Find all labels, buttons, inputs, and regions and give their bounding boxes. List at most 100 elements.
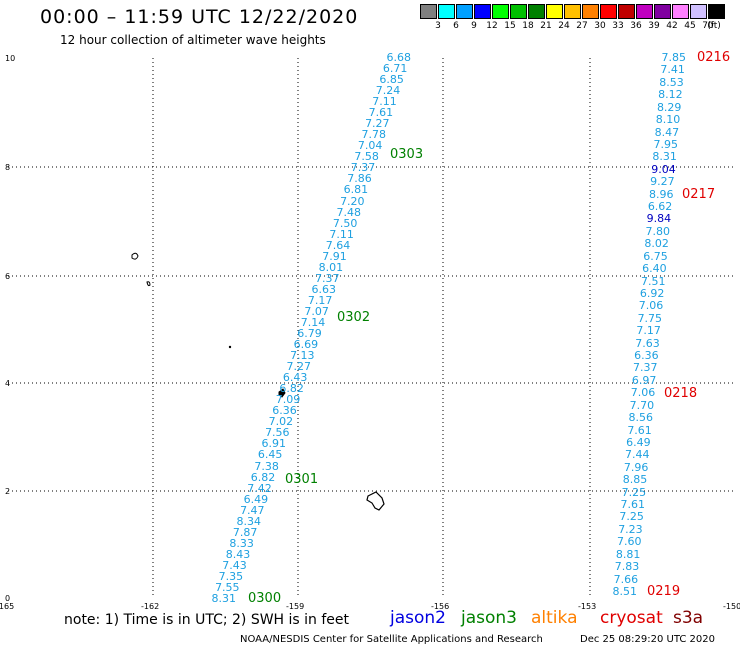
- wave-height-value: 6.92: [639, 286, 665, 300]
- satellite-name: s3a: [673, 608, 704, 628]
- legend-label: 6: [453, 21, 459, 31]
- y-tick-label: 2: [5, 487, 11, 496]
- wave-height-value: 7.17: [307, 293, 333, 307]
- wave-height-value: 7.44: [625, 448, 650, 462]
- wave-height-value: 6.91: [261, 437, 287, 451]
- legend-label: 12: [486, 21, 498, 31]
- footer-timestamp: Dec 25 08:29:20 UTC 2020: [580, 634, 715, 645]
- legend-swatch: [672, 4, 689, 19]
- wave-height-value: 7.37: [633, 361, 658, 375]
- wave-height-value: 7.60: [617, 535, 642, 549]
- legend-swatch: [474, 4, 491, 19]
- wave-height-value: 8.96: [648, 187, 674, 201]
- y-tick-label: 4: [5, 379, 11, 388]
- wave-height-value: 7.23: [618, 522, 643, 536]
- wave-height-value: 7.35: [218, 569, 244, 583]
- wave-height-value: 7.51: [640, 274, 666, 288]
- wave-height-value: 9.27: [650, 175, 675, 189]
- wave-height-value: 9.84: [646, 212, 672, 226]
- y-tick-label: 6: [5, 272, 11, 281]
- wave-height-value: 7.25: [619, 510, 644, 524]
- wave-height-value: 7.14: [300, 315, 326, 329]
- pass-label: 0301: [285, 472, 319, 487]
- legend-label: 39: [648, 21, 660, 31]
- legend-label: 70: [702, 21, 714, 31]
- wave-height-value: 7.80: [645, 224, 671, 238]
- legend-swatch: [510, 4, 527, 19]
- wave-height-value: 6.82: [279, 382, 304, 396]
- pass-label: 0300: [248, 591, 282, 606]
- wave-height-value: 7.27: [286, 360, 312, 374]
- island-small: [228, 345, 232, 349]
- satellite-name: altika: [531, 608, 578, 628]
- map-title: 00:00 – 11:59 UTC 12/22/2020: [40, 6, 359, 28]
- legend-label: 3: [435, 21, 441, 31]
- island-molokai: [278, 388, 286, 398]
- wave-height-value: 6.68: [386, 51, 412, 64]
- wave-height-value: 8.34: [236, 514, 262, 528]
- legend-swatch: [636, 4, 653, 19]
- wave-height-value: 7.78: [361, 128, 387, 142]
- legend-swatch: [492, 4, 509, 19]
- wave-height-value: 7.63: [635, 336, 660, 350]
- legend-label: 9: [471, 21, 477, 31]
- wave-height-value: 7.61: [627, 423, 652, 437]
- wave-height-value: 8.33: [229, 536, 254, 550]
- wave-height-value: 7.41: [660, 63, 685, 77]
- x-tick-label: -156: [431, 602, 450, 611]
- wave-height-value: 8.43: [225, 547, 251, 561]
- wave-height-value: 7.48: [336, 205, 362, 219]
- wave-height-value: 8.31: [652, 150, 677, 164]
- island-kauai: [131, 252, 139, 260]
- pass-label: 0216: [697, 50, 731, 65]
- pass-label: 0303: [390, 147, 424, 162]
- legend-label: 42: [666, 21, 678, 31]
- wave-height-value: 6.49: [626, 435, 651, 449]
- wave-height-value: 7.06: [630, 386, 656, 400]
- y-tick-label: 10: [5, 54, 16, 63]
- wave-height-value: 7.38: [254, 459, 279, 473]
- wave-height-value: 8.85: [622, 473, 648, 487]
- y-tick-label: 0: [5, 594, 11, 603]
- wave-height-value: 6.36: [272, 404, 297, 418]
- legend-label: 18: [522, 21, 534, 31]
- x-tick-label: -165: [0, 602, 15, 611]
- wave-height-value: 7.42: [247, 481, 272, 495]
- wave-height-value: 6.79: [297, 327, 322, 341]
- wave-height-value: 7.07: [304, 304, 329, 318]
- legend-label: 24: [558, 21, 570, 31]
- wave-height-value: 7.04: [357, 139, 383, 153]
- legend-swatch: [438, 4, 455, 19]
- wave-height-value: 7.55: [215, 580, 240, 594]
- legend-swatch: [456, 4, 473, 19]
- wave-height-value: 9.04: [651, 162, 676, 176]
- wave-height-value: 7.17: [636, 324, 661, 338]
- wave-height-value: 7.13: [290, 349, 315, 363]
- legend-swatch: [600, 4, 617, 19]
- wave-height-value: 6.43: [282, 371, 308, 385]
- wave-height-value: 8.10: [655, 113, 681, 127]
- wave-height-value: 6.81: [343, 183, 369, 197]
- legend-unit: (ft): [707, 21, 721, 31]
- wave-height-value: 7.61: [368, 106, 394, 120]
- x-tick-label: -162: [141, 602, 160, 611]
- wave-height-value: 6.69: [293, 338, 319, 352]
- footer-note: note: 1) Time is in UTC; 2) SWH is in fe…: [64, 612, 350, 628]
- legend-swatch: [618, 4, 635, 19]
- wave-height-value: 7.06: [638, 299, 664, 313]
- wave-height-value: 8.12: [658, 88, 683, 102]
- wave-height-value: 8.02: [644, 237, 669, 251]
- pass-label: 0219: [647, 584, 681, 599]
- wave-height-value: 7.09: [275, 393, 301, 407]
- wave-height-value: 7.95: [653, 137, 679, 151]
- wave-height-value: 7.75: [637, 311, 663, 325]
- wave-height-value: 7.02: [268, 415, 294, 429]
- island-outlines: [131, 252, 385, 511]
- legend-swatch: [654, 4, 671, 19]
- wave-height-value: 6.45: [257, 448, 283, 462]
- satellite-name: cryosat: [600, 608, 663, 628]
- wave-height-value: 6.40: [642, 262, 667, 276]
- wave-height-value: 7.25: [621, 485, 647, 499]
- wave-height-value: 6.82: [250, 470, 276, 484]
- wave-height-value: 6.71: [382, 62, 408, 76]
